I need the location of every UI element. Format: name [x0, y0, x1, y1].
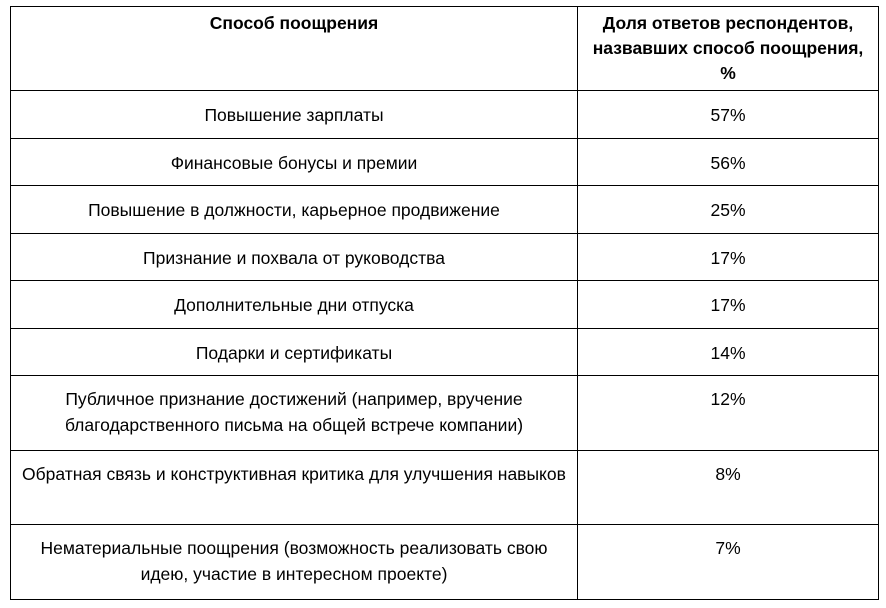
- table-row: Подарки и сертификаты 14%: [10, 327, 879, 376]
- reward-method: Дополнительные дни отпуска: [10, 280, 578, 329]
- table-row: Повышение в должности, карьерное продвиж…: [10, 185, 879, 234]
- response-share: 14%: [577, 327, 879, 376]
- response-share: 7%: [577, 524, 879, 600]
- reward-method: Финансовые бонусы и премии: [10, 137, 578, 186]
- table-row: Финансовые бонусы и премии 56%: [10, 137, 879, 186]
- response-share: 56%: [577, 137, 879, 186]
- table-row: Повышение зарплаты 57%: [10, 90, 879, 139]
- header-cell: Доля ответов респондентов, назвавших спо…: [577, 6, 879, 91]
- reward-method: Повышение зарплаты: [10, 90, 578, 139]
- response-share: 57%: [577, 90, 879, 139]
- reward-method: Подарки и сертификаты: [10, 327, 578, 376]
- header-row: Способ поощрения Доля ответов респондент…: [10, 6, 879, 91]
- table-row: Нематериальные поощрения (возможность ре…: [10, 524, 879, 600]
- table-row: Признание и похвала от руководства 17%: [10, 232, 879, 281]
- header-cell: Способ поощрения: [10, 6, 578, 91]
- table-row: Дополнительные дни отпуска 17%: [10, 280, 879, 329]
- reward-method: Нематериальные поощрения (возможность ре…: [10, 524, 578, 600]
- table-row: Публичное признание достижений (например…: [10, 375, 879, 451]
- response-share: 25%: [577, 185, 879, 234]
- table-body: Повышение зарплаты 57% Финансовые бонусы и…: [10, 90, 879, 600]
- table-row: Обратная связь и конструктивная критика …: [10, 449, 879, 525]
- reward-method: Обратная связь и конструктивная критика …: [10, 449, 578, 525]
- response-share: 12%: [577, 375, 879, 451]
- response-share: 17%: [577, 232, 879, 281]
- reward-method: Повышение в должности, карьерное продвиж…: [10, 185, 578, 234]
- reward-method: Публичное признание достижений (например…: [10, 375, 578, 451]
- response-share: 8%: [577, 449, 879, 525]
- rewards-table: Способ поощрения Доля ответов респондент…: [10, 6, 879, 600]
- reward-method: Признание и похвала от руководства: [10, 232, 578, 281]
- response-share: 17%: [577, 280, 879, 329]
